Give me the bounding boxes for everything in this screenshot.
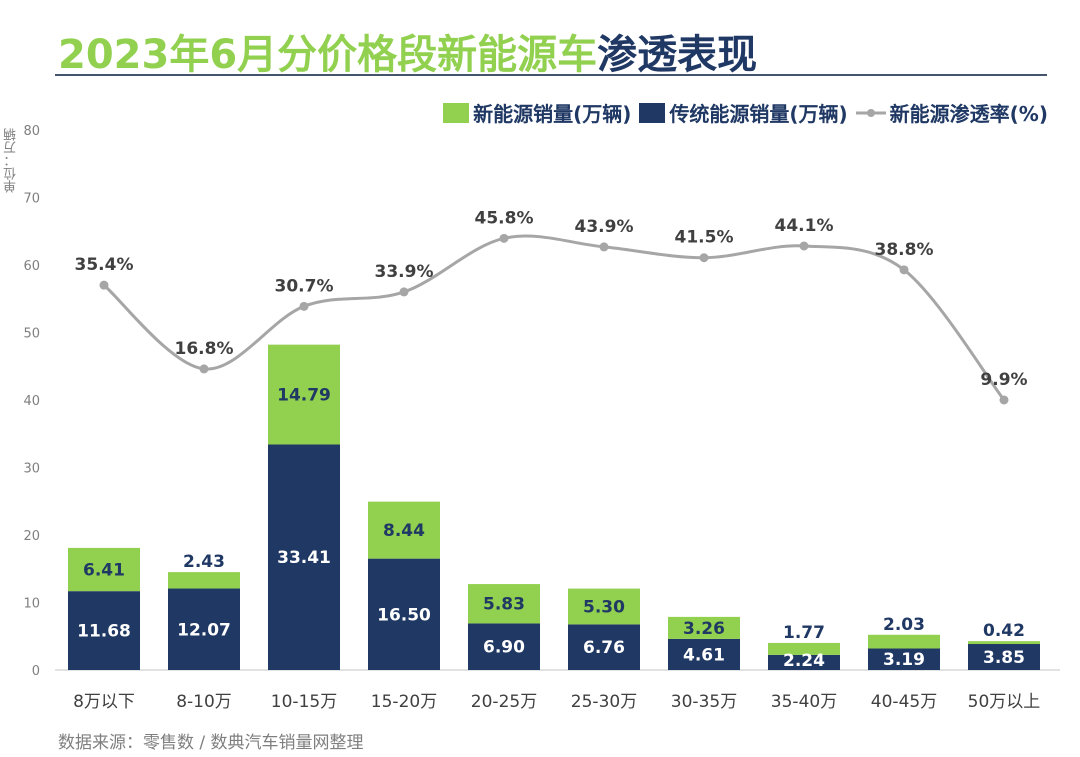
legend-swatch-nev: [443, 102, 470, 123]
y-tick-label: 10: [23, 597, 40, 612]
x-tick-label: 15-20万: [371, 692, 437, 712]
rate-point: [399, 287, 409, 297]
rate-label: 35.4%: [75, 255, 134, 275]
bar-nev: [268, 344, 340, 445]
y-tick-label: 20: [23, 529, 40, 544]
rate-point: [999, 395, 1009, 405]
y-tick-label: 70: [23, 192, 40, 207]
bar-ice: [568, 624, 640, 670]
bar-label-ice: 3.85: [983, 648, 1025, 668]
bar-label-ice: 3.19: [883, 650, 925, 670]
rate-point: [599, 242, 609, 252]
bar-label-nev: 3.26: [683, 619, 725, 639]
y-tick-label: 30: [23, 462, 40, 477]
y-tick-label: 50: [23, 327, 40, 342]
rate-label: 38.8%: [875, 240, 934, 260]
rate-point: [299, 301, 309, 311]
legend-label: 传统能源销量(万辆): [669, 102, 848, 126]
legend-line-marker: [855, 108, 886, 117]
y-tick-label: 80: [23, 124, 40, 139]
x-tick-label: 8万以下: [73, 692, 135, 712]
rate-label: 44.1%: [775, 216, 834, 236]
bar-label-ice: 4.61: [683, 645, 725, 665]
legend-swatch-ice: [639, 102, 666, 123]
y-tick-label: 60: [23, 259, 40, 274]
bar-nev: [668, 616, 740, 639]
bar-ice: [168, 588, 240, 670]
bar-label-nev: 0.42: [983, 621, 1025, 641]
bar-label-ice: 33.41: [277, 548, 331, 568]
bar-label-nev: 5.83: [483, 595, 525, 615]
bar-ice: [868, 648, 940, 670]
bar-label-nev: 2.43: [183, 552, 225, 572]
x-tick-label: 25-30万: [571, 692, 637, 712]
legend-label: 新能源渗透率(%): [889, 102, 1048, 126]
legend-label: 新能源销量(万辆): [473, 102, 632, 126]
bar-ice: [668, 638, 740, 670]
bar-label-nev: 2.03: [883, 615, 925, 635]
x-tick-label: 10-15万: [271, 692, 337, 712]
x-tick-label: 50万以上: [968, 692, 1041, 712]
rate-point: [199, 364, 209, 374]
title-green-part: 2023年6月分价格段新能源车: [58, 32, 598, 78]
rate-label: 45.8%: [475, 208, 534, 228]
bar-nev: [468, 584, 540, 624]
bar-label-ice: 11.68: [77, 622, 131, 642]
y-tick-label: 0: [32, 664, 40, 679]
bar-nev: [568, 588, 640, 625]
rate-point: [799, 241, 809, 251]
bar-ice: [368, 558, 440, 670]
rate-point: [499, 233, 509, 243]
bar-label-ice: 12.07: [177, 620, 231, 640]
rate-label: 43.9%: [575, 217, 634, 237]
rate-label: 33.9%: [375, 262, 434, 282]
rate-point: [99, 280, 109, 290]
bar-ice: [768, 654, 840, 670]
bar-nev: [768, 642, 840, 655]
bar-nev: [368, 501, 440, 559]
chart-title: 2023年6月分价格段新能源车渗透表现: [58, 22, 757, 80]
rate-label: 9.9%: [980, 370, 1027, 390]
legend: 新能源销量(万辆) 传统能源销量(万辆) 新能源渗透率(%): [443, 98, 1048, 127]
bar-ice: [968, 644, 1040, 670]
rate-line: [103, 234, 1006, 401]
bar-label-ice: 16.50: [377, 605, 431, 625]
bar-label-nev: 1.77: [783, 623, 825, 643]
data-source: 数据来源：零售数 / 数典汽车销量网整理: [58, 733, 364, 753]
legend-item-rate: 新能源渗透率(%): [855, 98, 1048, 127]
rate-point: [899, 265, 909, 275]
bar-label-ice: 6.90: [483, 638, 525, 658]
bar-nev: [68, 547, 140, 592]
rate-label: 16.8%: [175, 339, 234, 359]
bar-label-nev: 5.30: [583, 597, 625, 617]
x-tick-label: 8-10万: [176, 692, 232, 712]
x-tick-label: 40-45万: [871, 692, 937, 712]
legend-item-nev: 新能源销量(万辆): [443, 98, 631, 127]
title-navy-part: 渗透表现: [597, 32, 758, 78]
rate-label: 30.7%: [275, 276, 334, 296]
bar-label-nev: 6.41: [83, 561, 125, 581]
bar-label-nev: 8.44: [383, 521, 425, 541]
title-divider: [55, 74, 1047, 76]
bar-ice: [68, 591, 140, 670]
bar-ice: [468, 623, 540, 670]
x-tick-label: 30-35万: [671, 692, 737, 712]
legend-item-ice: 传统能源销量(万辆): [639, 98, 848, 127]
bar-nev: [868, 634, 940, 649]
bar-label-ice: 2.24: [783, 651, 825, 671]
bar-nev: [968, 641, 1040, 645]
bar-nev: [168, 572, 240, 589]
y-tick-label: 40: [23, 394, 40, 409]
x-tick-label: 20-25万: [471, 692, 537, 712]
bar-label-ice: 6.76: [583, 638, 625, 658]
rate-label: 41.5%: [675, 228, 734, 248]
rate-point: [699, 253, 709, 263]
bar-label-nev: 14.79: [277, 386, 331, 406]
bar-ice: [268, 444, 340, 670]
x-tick-label: 35-40万: [771, 692, 837, 712]
